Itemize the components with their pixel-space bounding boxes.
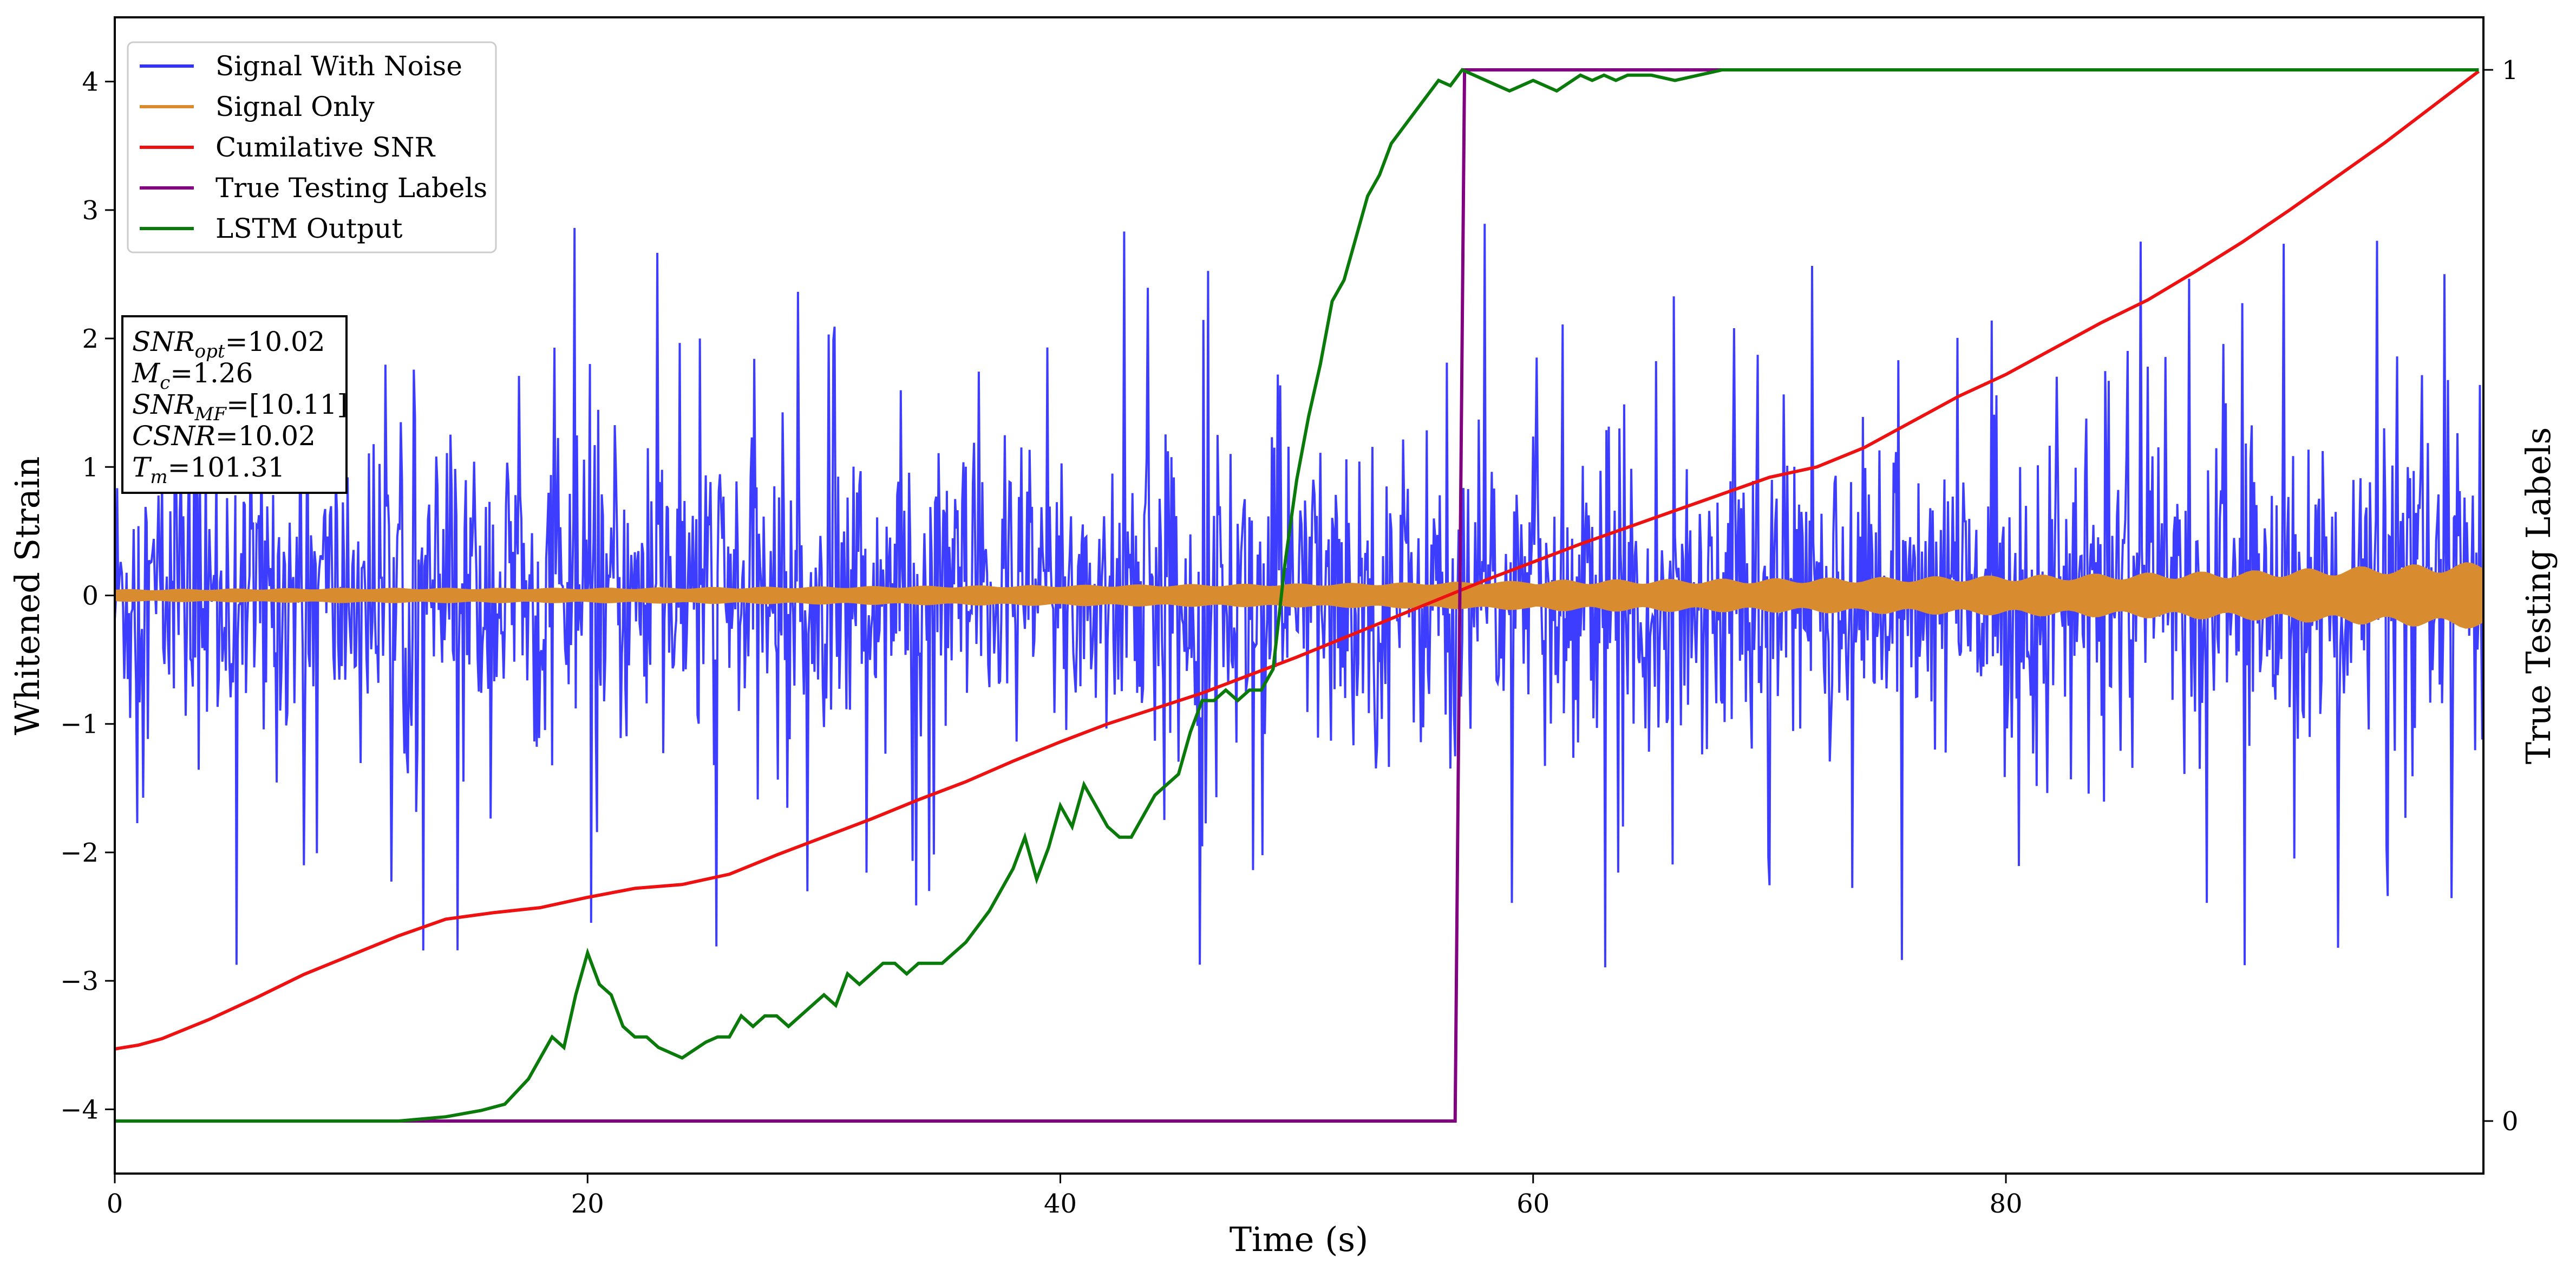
legend-label: Signal Only	[215, 91, 375, 122]
y2-axis-title: True Testing Labels	[2519, 427, 2558, 765]
series-signal-with-noise	[115, 224, 2483, 968]
x-axis-title: Time (s)	[1230, 1220, 1369, 1259]
info-line: SNRMF=[10.11]	[132, 389, 348, 425]
legend-box	[127, 41, 497, 253]
info-line: SNRopt=10.02	[132, 326, 325, 362]
y2-tick-label: 0	[2502, 1106, 2519, 1137]
x-tick-label: 40	[1044, 1189, 1077, 1219]
info-box-frame	[121, 315, 348, 494]
y-tick-label: −3	[60, 966, 99, 996]
info-line: CSNR=10.02	[132, 420, 316, 452]
y-tick-label: −2	[60, 838, 99, 868]
y-tick-label: 3	[82, 196, 99, 226]
series-signal-only	[115, 562, 2483, 629]
y2-tick-label: 1	[2502, 55, 2519, 86]
legend-label: Cumilative SNR	[215, 132, 435, 163]
x-tick-label: 0	[107, 1189, 123, 1219]
x-tick-label: 60	[1516, 1189, 1549, 1219]
info-box: SNRopt=10.02Mc=1.26SNRMF=[10.11]CSNR=10.…	[121, 315, 348, 494]
legend-label: Signal With Noise	[215, 50, 462, 82]
x-tick-label: 80	[1989, 1189, 2022, 1219]
info-line: Tm=101.31	[132, 452, 285, 488]
legend-label: LSTM Output	[215, 213, 402, 244]
series-lstm-output	[115, 68, 2479, 1123]
y-tick-label: 2	[82, 324, 99, 354]
y-axis-title: Whitened Strain	[8, 457, 47, 735]
legend: Signal With Noise Signal Only Cumilative S…	[127, 41, 497, 253]
info-line: Mc=1.26	[132, 357, 253, 394]
y-tick-label: 0	[82, 581, 99, 611]
y-tick-label: −1	[60, 709, 99, 740]
x-tick-label: 20	[571, 1189, 604, 1219]
y-tick-label: 4	[82, 67, 99, 97]
y-tick-label: −4	[60, 1094, 99, 1125]
legend-label: True Testing Labels	[215, 172, 487, 204]
y-tick-label: 1	[82, 452, 99, 483]
